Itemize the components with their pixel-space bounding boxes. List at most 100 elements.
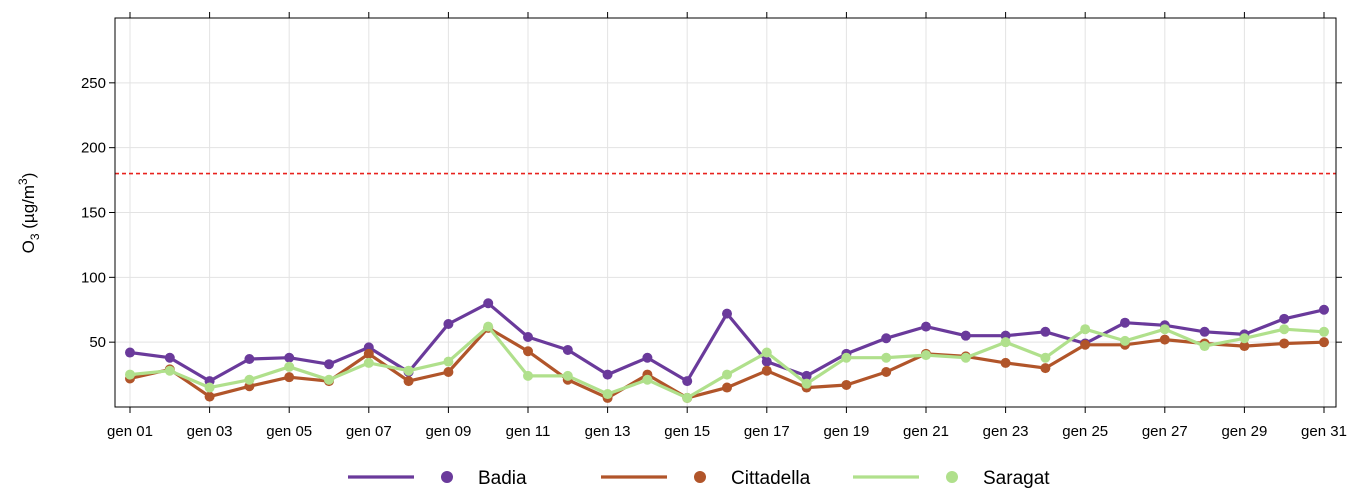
data-point-cittadella [722,382,732,393]
data-point-cittadella [284,372,295,383]
y-tick-label: 200 [81,140,106,157]
data-point-badia [284,352,295,363]
data-point-saragat [204,382,215,393]
data-point-cittadella [1040,363,1051,374]
data-point-badia [483,298,494,309]
x-tick-label: gen 25 [1062,423,1108,440]
data-point-badia [881,333,892,344]
data-point-saragat [801,378,812,389]
x-tick-label: gen 17 [744,423,790,440]
data-point-saragat [1080,324,1091,335]
x-tick-label: gen 07 [346,423,392,440]
y-axis-title-prefix: O [19,240,38,253]
data-point-cittadella [363,348,374,359]
data-point-saragat [841,352,852,363]
data-point-badia [761,356,772,367]
y-axis-title: O3 (µg/m3) [16,173,42,254]
x-tick-label: gen 05 [266,423,312,440]
x-tick-label: gen 19 [823,423,869,440]
series-saragat [125,321,1329,403]
data-point-cittadella [1239,341,1250,352]
axes: gen 01 gen 03 gen 05 gen 07 gen 09 gen 11 gen … [81,12,1347,440]
data-point-badia [1319,304,1329,315]
data-point-badia [602,369,613,380]
data-point-badia [244,354,255,365]
data-point-saragat [562,370,573,381]
data-point-cittadella [204,391,215,402]
data-point-saragat [1040,352,1051,363]
x-tick-label: gen 27 [1142,423,1188,440]
x-tick-label: gen 23 [983,423,1029,440]
series-group [125,298,1329,403]
data-point-badia [1199,326,1210,337]
data-point-cittadella [1279,338,1290,349]
data-point-saragat [443,356,454,367]
data-point-saragat [125,369,135,380]
data-point-saragat [642,374,653,385]
x-tick-label: gen 29 [1221,423,1267,440]
data-point-badia [1279,313,1290,324]
y-axis-title-subscript: 3 [28,233,42,240]
data-point-badia [642,352,653,363]
x-tick-label: gen 31 [1301,423,1347,440]
legend-label: Saragat [983,468,1050,489]
y-axis-title-unit: (µg/m [19,185,38,234]
data-point-cittadella [1000,357,1011,368]
y-axis-title-suffix: ) [19,173,38,179]
grid [115,18,1336,407]
x-tick-label: gen 01 [107,423,153,440]
data-point-saragat [722,369,732,380]
y-tick-label: 100 [81,269,106,286]
data-point-cittadella [1159,334,1170,345]
data-point-cittadella [1319,337,1329,348]
data-point-saragat [1120,335,1130,346]
data-point-badia [722,308,732,319]
data-point-saragat [960,352,971,363]
x-tick-label: gen 13 [585,423,631,440]
data-point-saragat [602,389,613,400]
data-point-saragat [403,365,414,376]
data-point-badia [801,370,812,381]
data-point-saragat [324,374,334,385]
legend-point-swatch [441,471,453,483]
data-point-saragat [1159,324,1170,335]
data-point-badia [443,319,454,330]
data-point-cittadella [523,346,533,357]
y-tick-label: 50 [89,334,106,351]
data-point-badia [682,376,693,387]
data-point-badia [523,331,533,342]
legend-label: Cittadella [731,468,811,489]
data-point-saragat [1000,337,1011,348]
y-axis-title-superscript: 3 [16,178,30,185]
data-point-saragat [363,357,374,368]
data-point-cittadella [403,376,414,387]
data-point-saragat [761,347,772,358]
data-point-saragat [682,392,693,403]
data-point-saragat [1239,333,1250,344]
legend-point-swatch [694,471,706,483]
data-point-cittadella [841,379,852,390]
legend-point-swatch [946,471,958,483]
data-point-cittadella [881,366,892,377]
data-point-saragat [483,321,494,332]
x-tick-label: gen 11 [506,423,551,440]
legend-item-saragat: Saragat [853,468,1050,489]
data-point-badia [921,321,931,332]
data-point-badia [125,347,135,358]
data-point-badia [1040,326,1051,337]
legend-label: Badia [478,468,527,489]
data-point-saragat [1319,326,1329,337]
data-point-saragat [244,374,255,385]
data-point-badia [562,344,573,355]
data-point-cittadella [761,365,772,376]
y-tick-label: 250 [81,75,106,92]
data-point-saragat [881,352,892,363]
data-point-saragat [921,350,931,361]
data-point-badia [960,330,971,341]
x-tick-label: gen 21 [903,423,949,440]
data-point-badia [1120,317,1130,328]
data-point-badia [324,359,334,370]
legend: Badia Cittadella Saragat [348,468,1050,489]
data-point-saragat [1199,341,1210,352]
